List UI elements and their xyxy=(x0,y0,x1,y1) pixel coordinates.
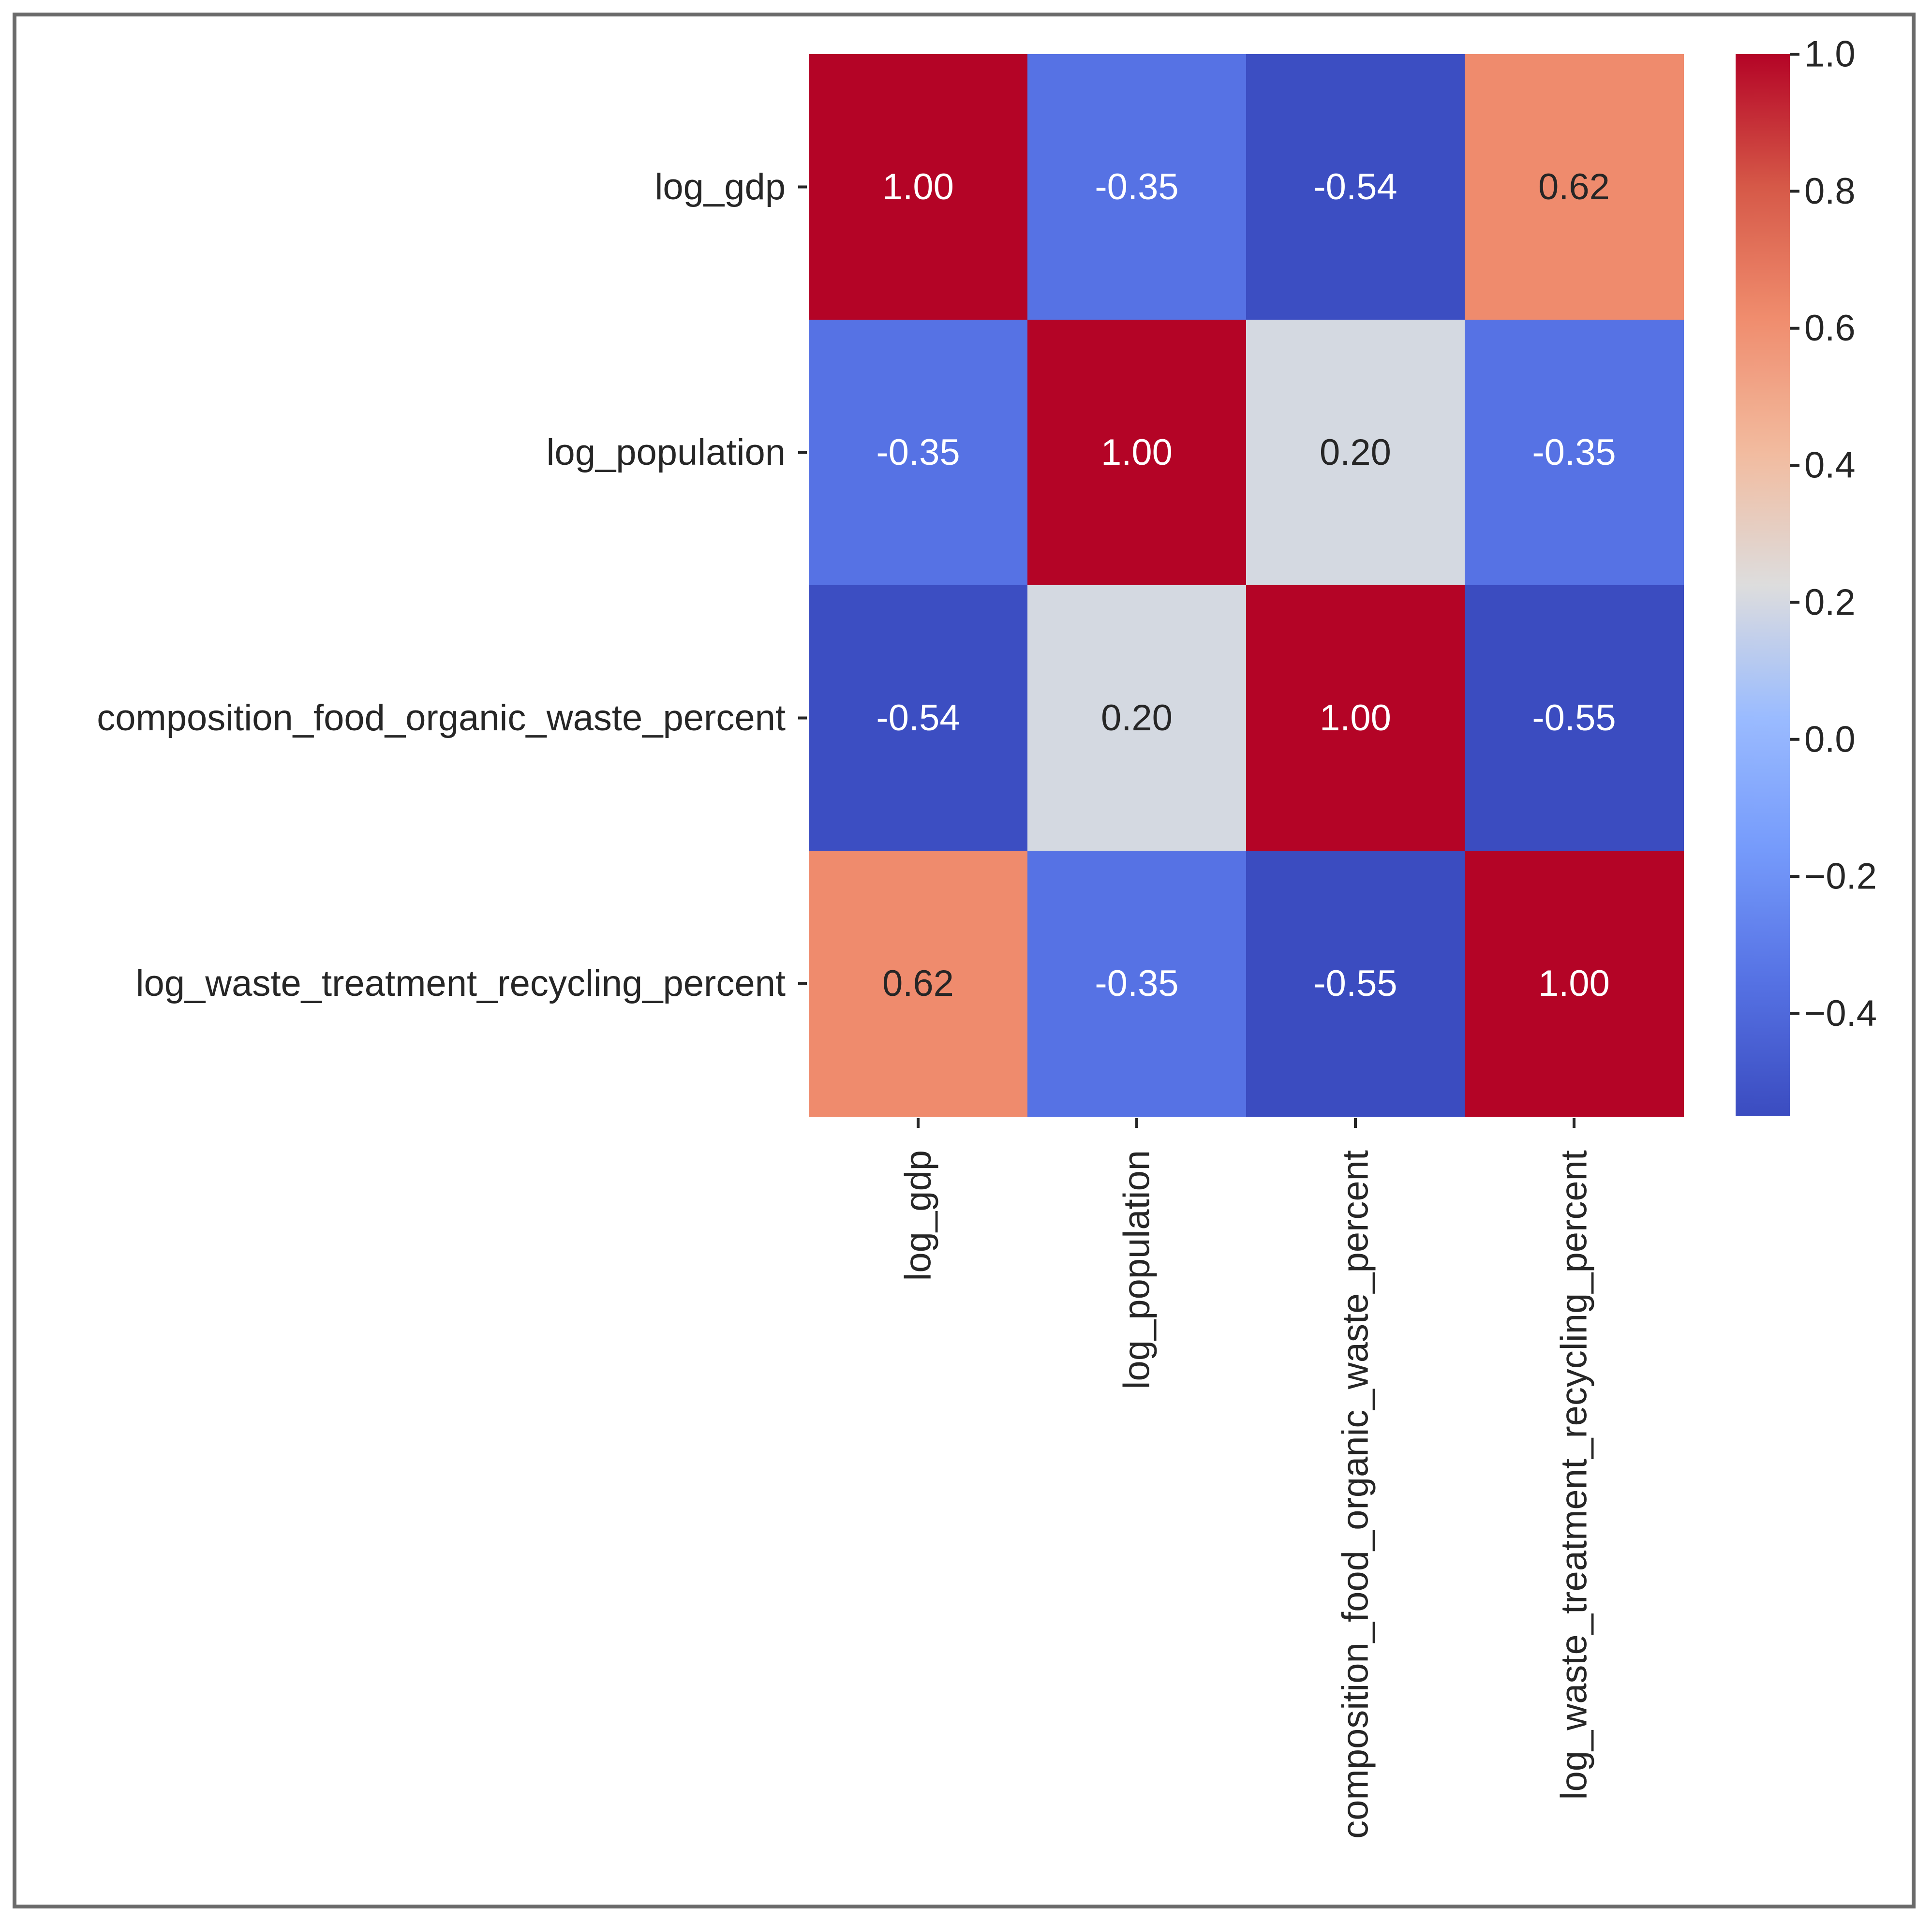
heatmap-cell xyxy=(1246,585,1465,851)
cell-value-label: -0.35 xyxy=(1532,432,1616,473)
cell-value-label: 0.62 xyxy=(1538,166,1610,207)
heatmap-cell xyxy=(1465,320,1684,586)
colorbar-tick-label: 0.6 xyxy=(1804,308,1856,349)
colorbar-gradient xyxy=(1736,54,1790,1116)
cell-value-label: 1.00 xyxy=(882,166,954,207)
heatmap-cells xyxy=(809,54,1684,1117)
cell-value-label: -0.35 xyxy=(1095,166,1178,207)
cell-value-label: 0.20 xyxy=(1101,697,1173,739)
y-tick-label: composition_food_organic_waste_percent xyxy=(97,697,786,739)
heatmap-cell xyxy=(1027,585,1247,851)
heatmap-cell xyxy=(809,585,1028,851)
heatmap-cell xyxy=(809,54,1028,320)
heatmap-cell xyxy=(1027,54,1247,320)
heatmap-cell xyxy=(1246,320,1465,586)
colorbar-tick-label: −0.2 xyxy=(1804,856,1877,897)
heatmap-cell xyxy=(809,320,1028,586)
x-tick-label: log_waste_treatment_recycling_percent xyxy=(1554,1150,1595,1800)
cell-value-label: 1.00 xyxy=(1101,432,1173,473)
colorbar: 1.0 0.8 0.6 0.4 0.2 0.0 −0.2 −0.4 xyxy=(1736,34,1877,1116)
heatmap-cell xyxy=(1246,54,1465,320)
x-tick-label: log_gdp xyxy=(898,1150,939,1281)
colorbar-tick-label: 0.2 xyxy=(1804,582,1856,623)
heatmap-cell xyxy=(1027,320,1247,586)
cell-value-label: 1.00 xyxy=(1320,697,1391,739)
heatmap-cell xyxy=(1246,851,1465,1117)
cell-value-label: 0.20 xyxy=(1320,432,1391,473)
cell-value-label: 1.00 xyxy=(1538,963,1610,1004)
cell-value-label: -0.54 xyxy=(876,697,960,739)
cell-value-label: -0.54 xyxy=(1313,166,1397,207)
cell-value-label: -0.55 xyxy=(1313,963,1397,1004)
x-tick-label: composition_food_organic_waste_percent xyxy=(1335,1150,1376,1839)
y-tick-label: log_waste_treatment_recycling_percent xyxy=(136,963,786,1004)
heatmap-cell xyxy=(809,851,1028,1117)
x-axis: log_gdp log_population composition_food_or… xyxy=(898,1118,1595,1839)
heatmap-cell xyxy=(1465,851,1684,1117)
cell-value-label: 0.62 xyxy=(882,963,954,1004)
colorbar-tick-label: 0.0 xyxy=(1804,719,1856,760)
colorbar-tick-label: 1.0 xyxy=(1804,34,1856,75)
colorbar-tick-label: −0.4 xyxy=(1804,993,1877,1034)
x-tick-label: log_population xyxy=(1116,1150,1158,1389)
cell-value-label: -0.35 xyxy=(1095,963,1178,1004)
y-tick-label: log_gdp xyxy=(655,166,786,207)
y-tick-label: log_population xyxy=(547,432,786,473)
cell-value-label: -0.55 xyxy=(1532,697,1616,739)
y-axis: log_gdp log_population composition_food_or… xyxy=(97,166,807,1004)
heatmap-cell xyxy=(1027,851,1247,1117)
heatmap-cell xyxy=(1465,54,1684,320)
colorbar-tick-label: 0.4 xyxy=(1804,445,1856,486)
cell-value-label: -0.35 xyxy=(876,432,960,473)
heatmap-cell xyxy=(1465,585,1684,851)
colorbar-tick-label: 0.8 xyxy=(1804,171,1856,212)
heatmap-cell-labels: 1.00 -0.35 -0.54 0.62 -0.35 1.00 0.20 -0.35 -0.5… xyxy=(876,166,1616,1004)
